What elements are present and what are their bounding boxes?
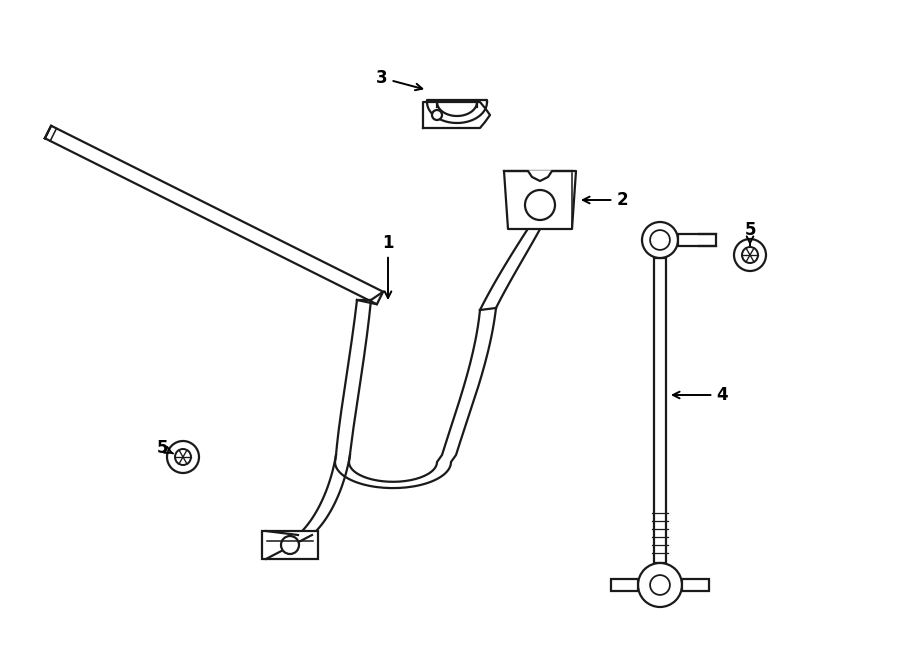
Polygon shape <box>427 102 487 123</box>
Polygon shape <box>45 126 383 304</box>
Circle shape <box>734 239 766 271</box>
Text: 3: 3 <box>376 69 422 91</box>
Circle shape <box>742 247 758 263</box>
Circle shape <box>650 230 670 250</box>
Polygon shape <box>508 171 572 181</box>
Polygon shape <box>480 220 545 310</box>
Bar <box>682 579 708 591</box>
Circle shape <box>650 575 670 595</box>
Text: 2: 2 <box>583 191 628 209</box>
Bar <box>611 579 638 591</box>
Circle shape <box>525 190 555 220</box>
Text: 1: 1 <box>382 234 394 298</box>
Circle shape <box>281 536 299 554</box>
Bar <box>678 234 716 246</box>
Circle shape <box>167 441 199 473</box>
Polygon shape <box>504 171 576 229</box>
Bar <box>654 258 666 563</box>
Bar <box>262 531 318 559</box>
Circle shape <box>642 222 678 258</box>
Polygon shape <box>427 102 487 107</box>
Polygon shape <box>423 102 490 128</box>
Circle shape <box>175 449 191 465</box>
Text: 5: 5 <box>157 439 173 457</box>
Polygon shape <box>335 300 496 488</box>
Polygon shape <box>298 455 350 535</box>
Text: 4: 4 <box>673 386 728 404</box>
Text: 5: 5 <box>744 221 756 245</box>
Circle shape <box>432 110 442 120</box>
Circle shape <box>638 563 682 607</box>
